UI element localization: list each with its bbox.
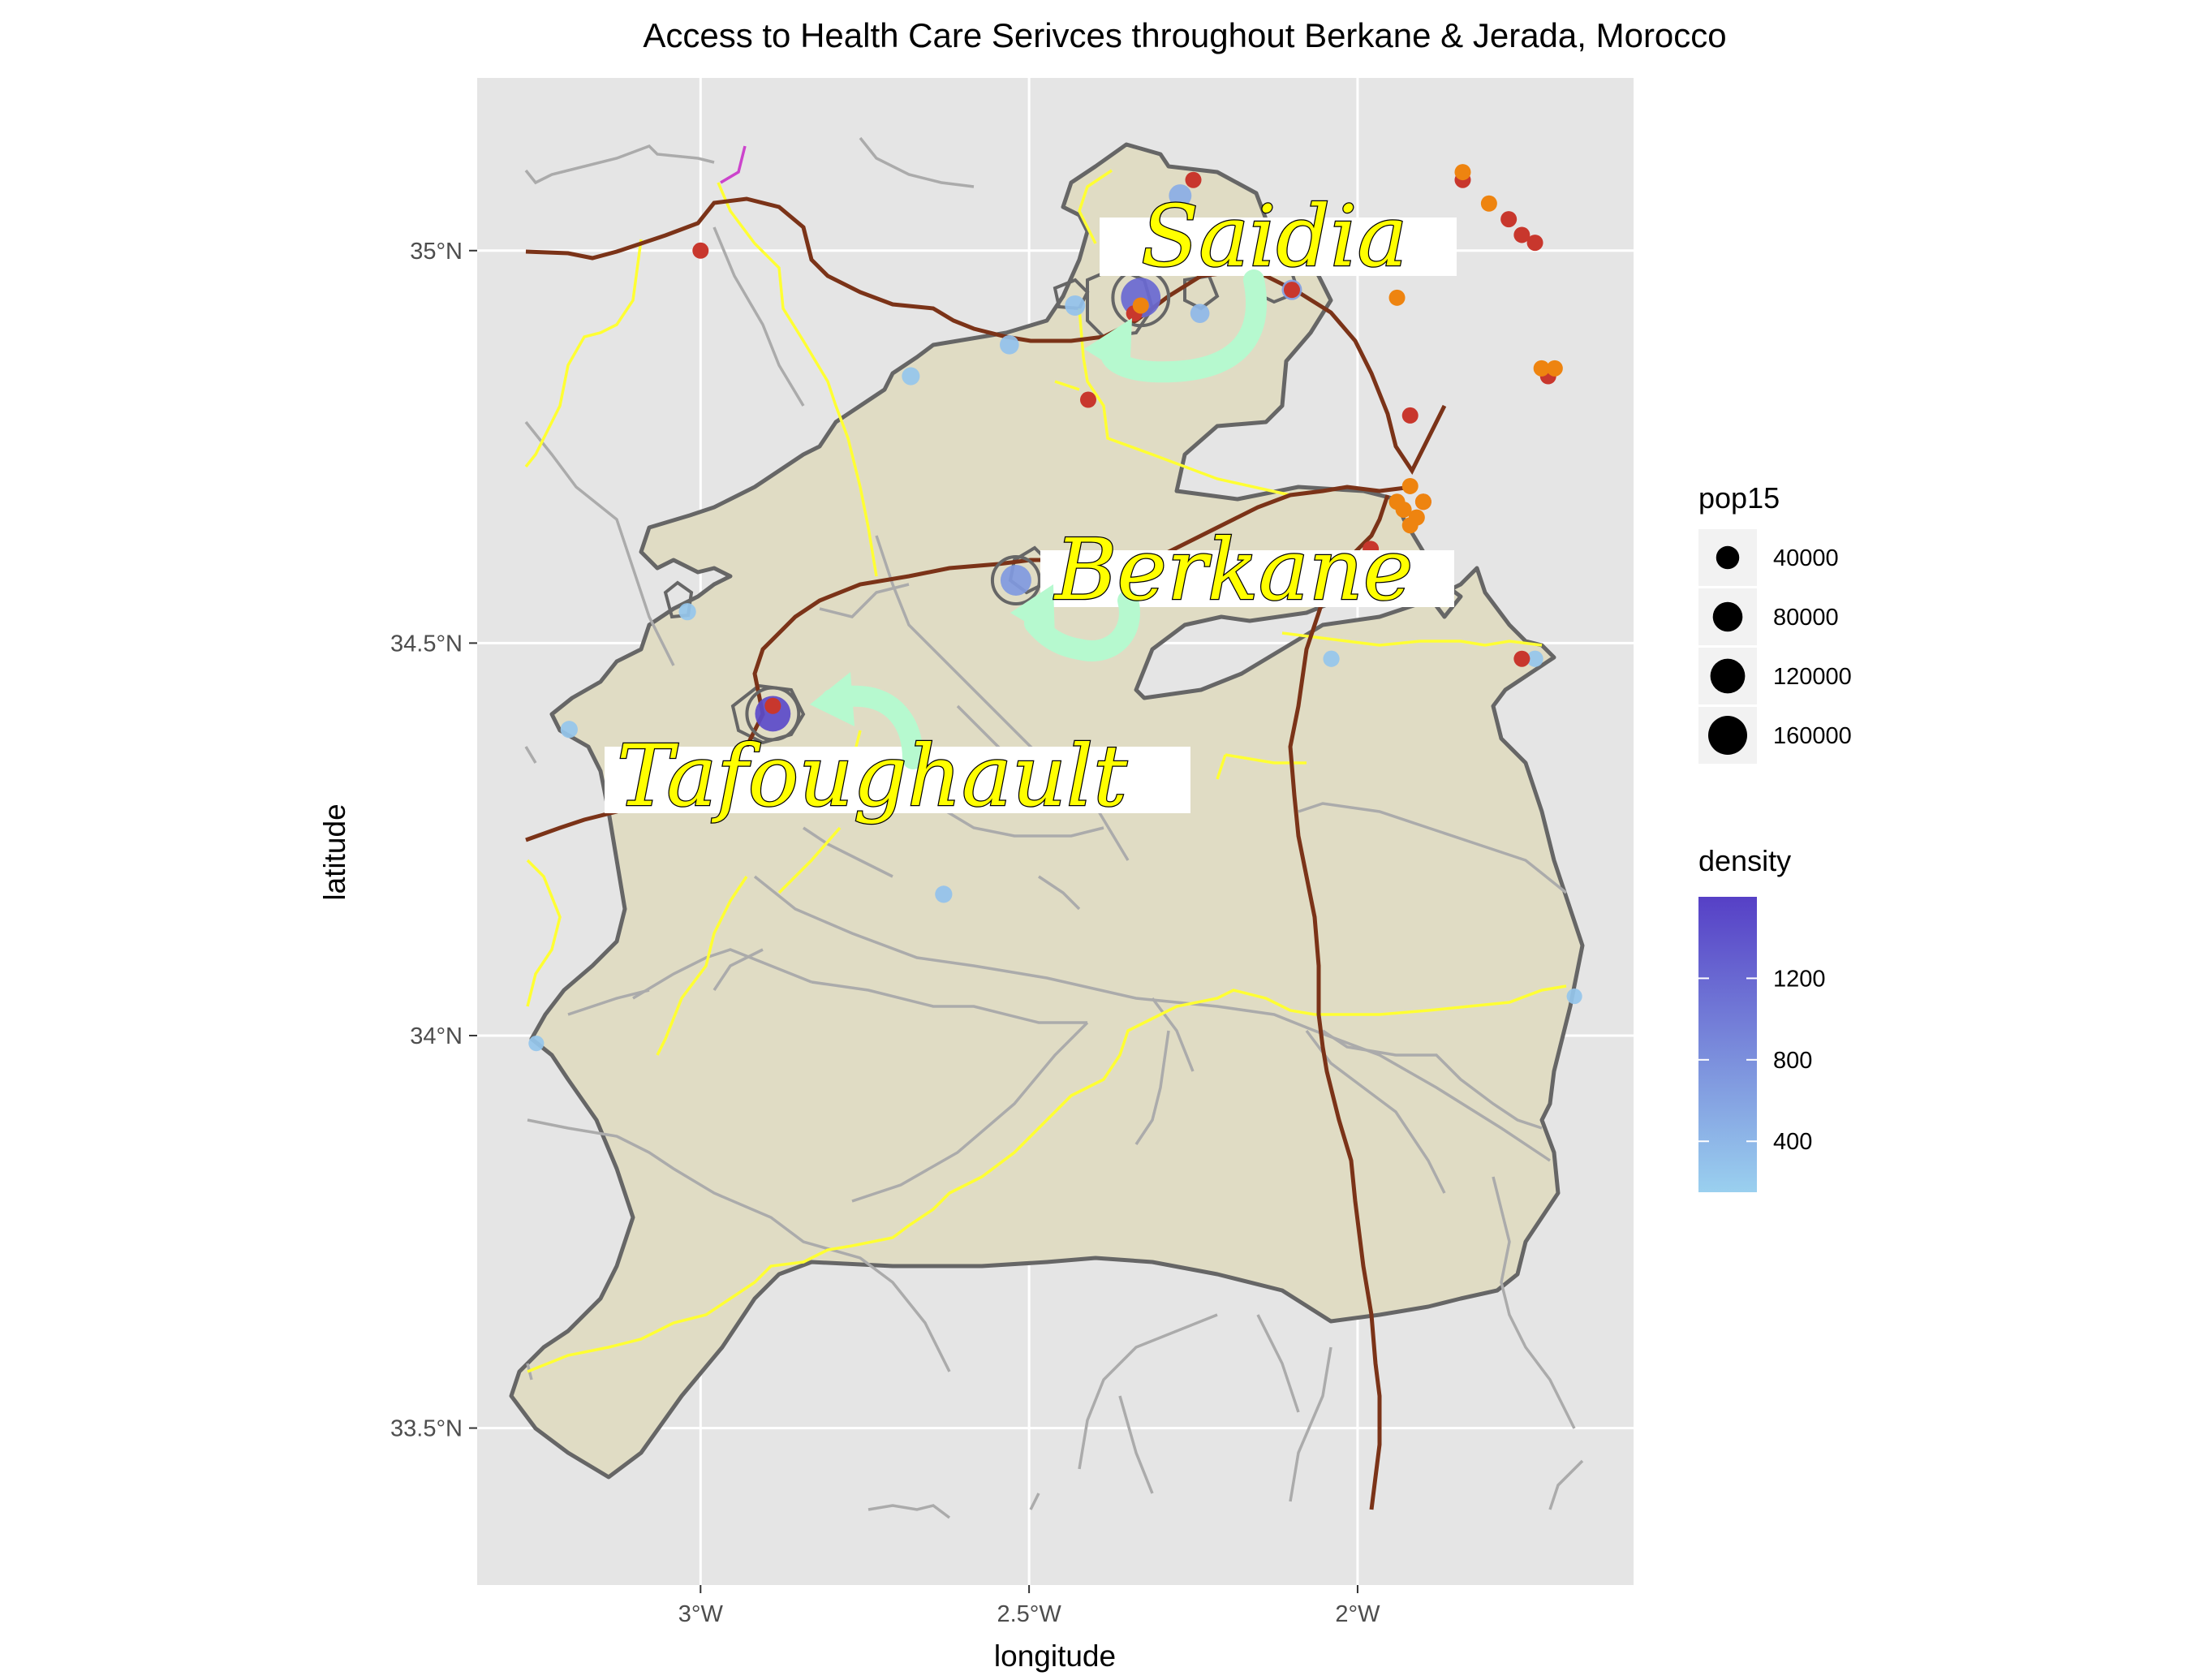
town-point bbox=[935, 885, 953, 903]
town-point bbox=[560, 721, 578, 739]
town-point bbox=[1566, 989, 1582, 1005]
tertiary-roads bbox=[524, 136, 1584, 1519]
size-key-label: 40000 bbox=[1773, 545, 1839, 571]
health-facility-point bbox=[1513, 226, 1530, 243]
y-tick-label: 34°N bbox=[410, 1023, 463, 1049]
pharmacy-point bbox=[1388, 493, 1406, 510]
pharmacy-point bbox=[1401, 517, 1419, 534]
x-tick-label: 2°W bbox=[1335, 1601, 1380, 1627]
colorbar-label: 400 bbox=[1773, 1129, 1812, 1155]
health-facility-point bbox=[1079, 391, 1096, 408]
town-boundary bbox=[990, 555, 1041, 605]
label-box-saidia bbox=[1100, 218, 1457, 276]
legend: pop15 40000 80000 120000 160000 density 400… bbox=[1698, 481, 1852, 1192]
map-panel: Saidia Berkane Tafoughault bbox=[477, 78, 1634, 1585]
town-point bbox=[1190, 304, 1210, 323]
town-point bbox=[1065, 295, 1086, 316]
arrow-berkane bbox=[1024, 590, 1140, 661]
label-saidia: Saidia bbox=[1141, 187, 1407, 286]
health-facility-point bbox=[1283, 282, 1300, 299]
size-key-dot bbox=[1716, 545, 1740, 570]
x-tick-label: 2.5°W bbox=[997, 1601, 1061, 1627]
service-points bbox=[692, 164, 1563, 714]
pharmacy-point bbox=[1401, 477, 1419, 494]
y-tick-label: 33.5°N bbox=[390, 1416, 463, 1442]
axes: 3°W 2.5°W 2°W 33.5°N 34°N 34.5°N 35°N bbox=[390, 239, 1380, 1627]
pharmacy-point bbox=[1454, 164, 1471, 181]
town-boundary bbox=[745, 686, 801, 742]
x-tick-label: 3°W bbox=[678, 1601, 724, 1627]
boundary-road bbox=[720, 145, 747, 184]
size-key-label: 80000 bbox=[1773, 605, 1839, 631]
arrow-heads bbox=[810, 318, 1132, 726]
label-box-tafoughault bbox=[605, 747, 1190, 813]
health-facility-point bbox=[692, 242, 709, 259]
town-point bbox=[1323, 650, 1340, 667]
size-key-label: 120000 bbox=[1773, 664, 1852, 690]
town-point bbox=[528, 1036, 545, 1052]
y-axis-label: latitude bbox=[318, 803, 351, 900]
chart-title: Access to Health Care Serivces throughou… bbox=[643, 16, 1726, 54]
town-point bbox=[678, 603, 696, 621]
color-legend-ticks: 400 800 1200 bbox=[1698, 966, 1826, 1155]
size-key-dot bbox=[1712, 601, 1743, 632]
colorbar-label: 1200 bbox=[1773, 966, 1826, 992]
size-legend: 40000 80000 120000 160000 bbox=[1698, 529, 1852, 764]
health-facility-point bbox=[1500, 211, 1518, 228]
arrow-head-saidia bbox=[1084, 318, 1132, 377]
y-tick-label: 34.5°N bbox=[390, 631, 463, 657]
health-facility-point bbox=[1526, 235, 1543, 252]
label-tafoughault: Tafoughault bbox=[617, 726, 1127, 825]
colorbar-label: 800 bbox=[1773, 1048, 1812, 1074]
pharmacy-point bbox=[1546, 360, 1563, 377]
health-facility-point bbox=[1513, 650, 1530, 667]
label-berkane: Berkane bbox=[1053, 520, 1413, 619]
density-colorbar bbox=[1698, 897, 1757, 1192]
secondary-roads bbox=[524, 169, 1567, 1373]
town-point bbox=[1169, 184, 1192, 208]
health-facility-point bbox=[764, 697, 781, 714]
size-key-dot bbox=[1708, 716, 1747, 755]
pharmacy-point bbox=[1388, 289, 1406, 306]
town-point bbox=[1000, 335, 1019, 355]
y-tick-label: 35°N bbox=[410, 239, 463, 265]
pharmacy-point bbox=[1533, 360, 1550, 377]
health-facility-point bbox=[1401, 407, 1419, 424]
size-key-label: 160000 bbox=[1773, 723, 1852, 749]
town-point bbox=[1526, 650, 1543, 667]
town-point bbox=[1000, 565, 1031, 596]
arrow-head-tafoughault bbox=[810, 672, 855, 726]
town-point bbox=[902, 367, 920, 386]
legend-color-title: density bbox=[1698, 844, 1791, 877]
pharmacy-point bbox=[1132, 297, 1149, 314]
pharmacy-point bbox=[1414, 493, 1431, 510]
pharmacy-point bbox=[1480, 195, 1497, 212]
x-axis-label: longitude bbox=[994, 1639, 1116, 1673]
legend-size-title: pop15 bbox=[1698, 481, 1780, 515]
size-key-dot bbox=[1710, 658, 1746, 694]
arrow-head-berkane bbox=[1010, 584, 1055, 640]
label-box-berkane bbox=[1040, 550, 1454, 607]
health-facility-point bbox=[1185, 171, 1202, 188]
